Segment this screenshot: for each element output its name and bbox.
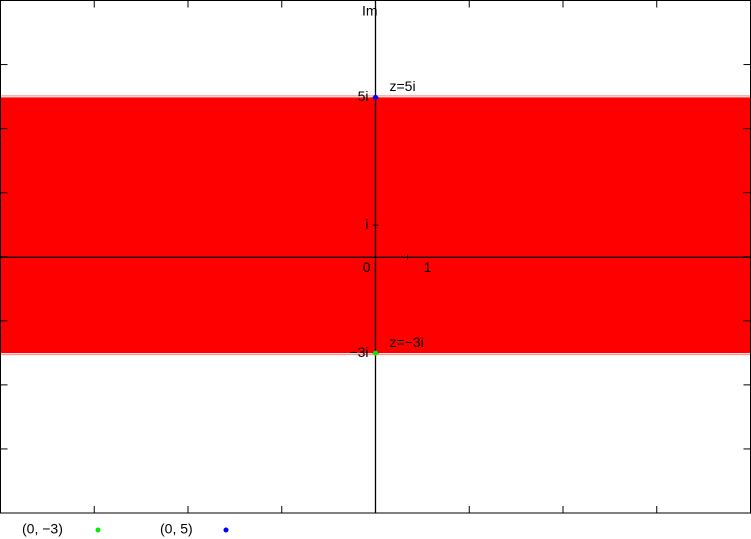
legend-label: (0, −3) <box>22 521 63 537</box>
y-tick-label: −3i <box>349 344 368 360</box>
point <box>373 94 378 100</box>
y-tick-label: i <box>365 216 368 232</box>
legend-marker <box>223 527 229 533</box>
x-tick-label: 1 <box>424 259 432 275</box>
y-axis-label: Im <box>362 3 378 19</box>
legend-marker <box>95 527 101 533</box>
y-tick-label: 5i <box>358 88 369 104</box>
point-annotation: z=5i <box>390 78 416 94</box>
point-annotation: z=−3i <box>390 334 424 350</box>
legend-label: (0, 5) <box>160 521 193 537</box>
point <box>373 350 378 356</box>
x-tick-label: 0 <box>363 259 371 275</box>
